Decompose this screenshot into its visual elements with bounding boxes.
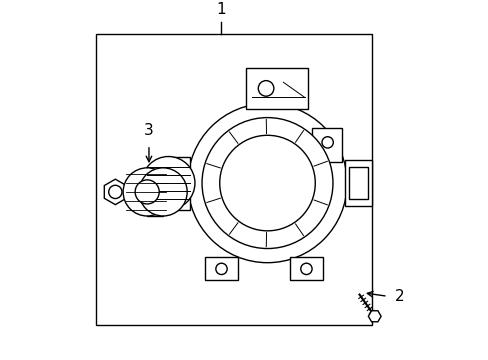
Circle shape	[139, 168, 187, 216]
Bar	[204, 257, 238, 280]
Polygon shape	[104, 179, 126, 204]
Circle shape	[187, 103, 346, 263]
Text: 1: 1	[216, 3, 226, 17]
Text: 2: 2	[394, 289, 404, 304]
Circle shape	[108, 185, 122, 198]
Bar	[348, 167, 367, 199]
Bar	[168, 157, 189, 210]
Bar	[246, 68, 307, 109]
Circle shape	[202, 118, 332, 248]
Bar	[311, 128, 341, 162]
Polygon shape	[367, 311, 380, 322]
Circle shape	[219, 135, 315, 231]
Circle shape	[135, 180, 159, 204]
Bar	[289, 257, 323, 280]
Bar	[147, 168, 163, 216]
Bar	[96, 35, 371, 325]
Circle shape	[321, 137, 333, 148]
Circle shape	[258, 81, 273, 96]
Text: 3: 3	[144, 123, 154, 138]
Circle shape	[215, 263, 227, 275]
Circle shape	[300, 263, 311, 275]
Circle shape	[123, 168, 171, 216]
Bar	[345, 160, 371, 206]
Circle shape	[142, 157, 195, 210]
